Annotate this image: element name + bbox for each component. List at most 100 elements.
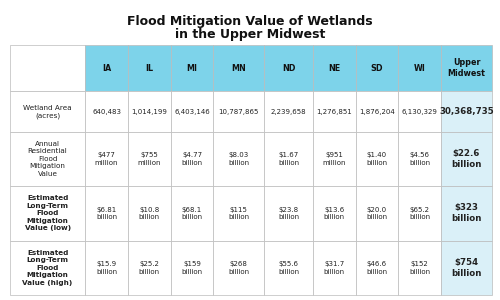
Text: SD: SD [370,64,383,73]
Text: $65.2
billion: $65.2 billion [409,207,430,220]
Text: 10,787,865: 10,787,865 [218,109,259,115]
Bar [170,92,214,132]
Bar [441,45,492,92]
Text: $268
billion: $268 billion [228,261,250,274]
Bar [170,132,214,186]
Bar [170,186,214,241]
Bar [214,186,264,241]
Bar [10,132,85,186]
Text: 6,403,146: 6,403,146 [174,109,210,115]
Text: $46.6
billion: $46.6 billion [366,261,388,274]
Bar [214,45,264,92]
Bar [313,241,356,295]
Bar [398,241,441,295]
Text: MN: MN [232,64,246,73]
Bar [128,241,170,295]
Text: NE: NE [328,64,340,73]
Bar [264,241,313,295]
Bar [441,92,492,132]
Text: $477
million: $477 million [95,152,118,166]
Text: $8.03
billion: $8.03 billion [228,152,250,166]
Bar [441,186,492,241]
Bar [398,186,441,241]
Text: $68.1
billion: $68.1 billion [182,207,203,220]
Text: WI: WI [414,64,426,73]
Text: $55.6
billion: $55.6 billion [278,261,299,274]
Text: $755
million: $755 million [138,152,161,166]
Text: $22.6
billion: $22.6 billion [452,149,482,169]
Text: $31.7
billion: $31.7 billion [324,261,345,274]
Bar [85,92,128,132]
Text: $152
billion: $152 billion [409,261,430,274]
Bar [85,186,128,241]
Text: Annual
Residential
Flood
Mitigation
Value: Annual Residential Flood Mitigation Valu… [28,141,68,177]
Text: in the Upper Midwest: in the Upper Midwest [175,28,325,41]
Bar [356,92,399,132]
Bar [313,186,356,241]
Text: Estimated
Long-Term
Flood
Mitigation
Value (high): Estimated Long-Term Flood Mitigation Val… [22,250,72,286]
Bar [441,241,492,295]
Bar [10,241,85,295]
Bar [441,132,492,186]
Bar [398,45,441,92]
Bar [10,45,85,92]
Text: $13.6
billion: $13.6 billion [324,207,345,220]
Text: IA: IA [102,64,111,73]
Text: $115
billion: $115 billion [228,207,250,220]
Text: Estimated
Long-Term
Flood
Mitigation
Value (low): Estimated Long-Term Flood Mitigation Val… [24,195,70,231]
Text: $25.2
billion: $25.2 billion [138,261,160,274]
Text: $15.9
billion: $15.9 billion [96,261,117,274]
Text: $1.40
billion: $1.40 billion [366,152,388,166]
Bar [85,45,128,92]
Bar [356,132,399,186]
Text: MI: MI [186,64,198,73]
Bar [313,45,356,92]
Text: 1,014,199: 1,014,199 [132,109,167,115]
Bar [170,45,214,92]
Text: $6.81
billion: $6.81 billion [96,207,117,220]
Text: Upper
Midwest: Upper Midwest [448,58,486,78]
Bar [214,92,264,132]
Bar [170,241,214,295]
Bar [264,92,313,132]
Text: $754
billion: $754 billion [452,258,482,278]
Text: 1,276,851: 1,276,851 [316,109,352,115]
Bar [313,92,356,132]
Text: $10.8
billion: $10.8 billion [138,207,160,220]
Bar [356,186,399,241]
Text: $20.0
billion: $20.0 billion [366,207,388,220]
Bar [264,132,313,186]
Bar [128,186,170,241]
Bar [85,241,128,295]
Bar [128,92,170,132]
Text: $1.67
billion: $1.67 billion [278,152,299,166]
Text: $4.56
billion: $4.56 billion [409,152,430,166]
Bar [128,45,170,92]
Bar [356,45,399,92]
Text: IL: IL [145,64,154,73]
Bar [214,241,264,295]
Text: 30,368,735: 30,368,735 [439,107,494,116]
Bar [214,132,264,186]
Text: 1,876,204: 1,876,204 [359,109,395,115]
Bar [85,132,128,186]
Bar [264,186,313,241]
Bar [398,92,441,132]
Text: ND: ND [282,64,296,73]
Text: $159
billion: $159 billion [182,261,203,274]
Text: 2,239,658: 2,239,658 [271,109,306,115]
Text: $4.77
billion: $4.77 billion [182,152,203,166]
Bar [10,186,85,241]
Bar [313,132,356,186]
Bar [356,241,399,295]
Bar [128,132,170,186]
Text: Wetland Area
(acres): Wetland Area (acres) [24,104,72,118]
Text: $951
million: $951 million [322,152,346,166]
Bar [398,132,441,186]
Text: Flood Mitigation Value of Wetlands: Flood Mitigation Value of Wetlands [127,15,373,28]
Bar [10,92,85,132]
Text: 640,483: 640,483 [92,109,121,115]
Text: $23.8
billion: $23.8 billion [278,207,299,220]
Text: $323
billion: $323 billion [452,203,482,224]
Bar [264,45,313,92]
